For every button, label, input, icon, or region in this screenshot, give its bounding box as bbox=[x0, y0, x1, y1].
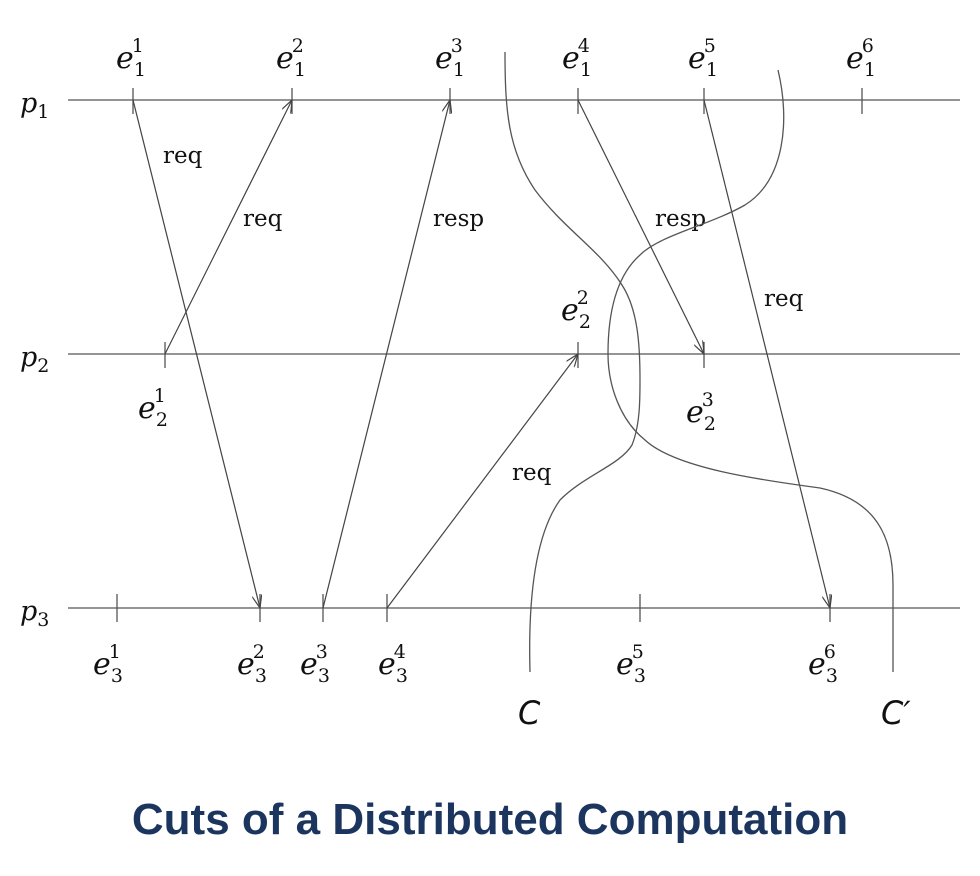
message-label-e3_3-e1_3: resp bbox=[433, 206, 484, 232]
message-label-e2_1-e1_2: req bbox=[243, 206, 283, 232]
message-arrow-e1_1-e3_2 bbox=[132, 99, 260, 608]
message-label-e1_5-e3_6: req bbox=[764, 286, 804, 312]
message-label-e3_4-e2_2: req bbox=[512, 460, 552, 486]
event-label-e3_6: e6 3 bbox=[808, 641, 838, 687]
event-ticks bbox=[116, 88, 863, 622]
event-label-e3_3: e3 3 bbox=[300, 641, 330, 687]
cut-label-Cprime: C′ bbox=[881, 694, 911, 732]
event-label-e1_2: e2 1 bbox=[276, 35, 306, 81]
cut-label-C: C bbox=[518, 694, 541, 732]
cut-curve-C bbox=[504, 51, 641, 673]
message-arrows bbox=[132, 99, 830, 609]
event-label-e1_4: e4 1 bbox=[562, 35, 592, 81]
message-arrow-e2_1-e1_2 bbox=[164, 100, 292, 355]
event-label-e2_3: e3 2 bbox=[686, 389, 716, 435]
message-arrow-e1_5-e3_6 bbox=[703, 99, 830, 608]
message-label-e1_4-e2_3: resp bbox=[655, 206, 706, 232]
event-label-e3_2: e2 3 bbox=[237, 641, 267, 687]
message-label-e1_1-e3_2: req bbox=[163, 143, 203, 169]
event-label-e1_1: e1 1 bbox=[116, 35, 146, 81]
event-label-e1_6: e6 1 bbox=[846, 35, 876, 81]
slide-caption: Cuts of a Distributed Computation bbox=[131, 795, 849, 844]
event-label-e1_5: e5 1 bbox=[688, 35, 718, 81]
message-labels: req req resp resp req req bbox=[163, 143, 804, 486]
process-label-p3: p3 bbox=[20, 596, 49, 631]
message-arrow-e3_4-e2_2 bbox=[386, 354, 578, 609]
event-label-e3_5: e5 3 bbox=[616, 641, 646, 687]
process-label-p1: p1 bbox=[20, 88, 49, 123]
cut-curves bbox=[504, 51, 894, 673]
cut-curve-Cprime bbox=[607, 69, 894, 672]
event-label-e2_2: e2 2 bbox=[561, 287, 591, 333]
process-labels: p1 p2 p3 bbox=[20, 88, 49, 631]
event-labels: e1 1 e2 1 e3 1 e4 1 e5 1 e6 1 e1 2 e2 2 e3 2 e1 3 … bbox=[93, 35, 876, 687]
event-label-e2_1: e1 2 bbox=[138, 385, 168, 431]
cut-labels: C C′ bbox=[518, 694, 911, 732]
space-time-diagram: p1 p2 p3 req req resp resp req re bbox=[20, 35, 960, 732]
process-label-p2: p2 bbox=[20, 342, 49, 377]
event-label-e3_1: e1 3 bbox=[93, 641, 123, 687]
message-arrow-e1_4-e2_3 bbox=[577, 99, 704, 354]
process-lines bbox=[68, 99, 960, 609]
event-label-e1_3: e3 1 bbox=[435, 35, 465, 81]
message-arrow-e3_3-e1_3 bbox=[322, 100, 450, 609]
event-label-e3_4: e4 3 bbox=[378, 641, 408, 687]
